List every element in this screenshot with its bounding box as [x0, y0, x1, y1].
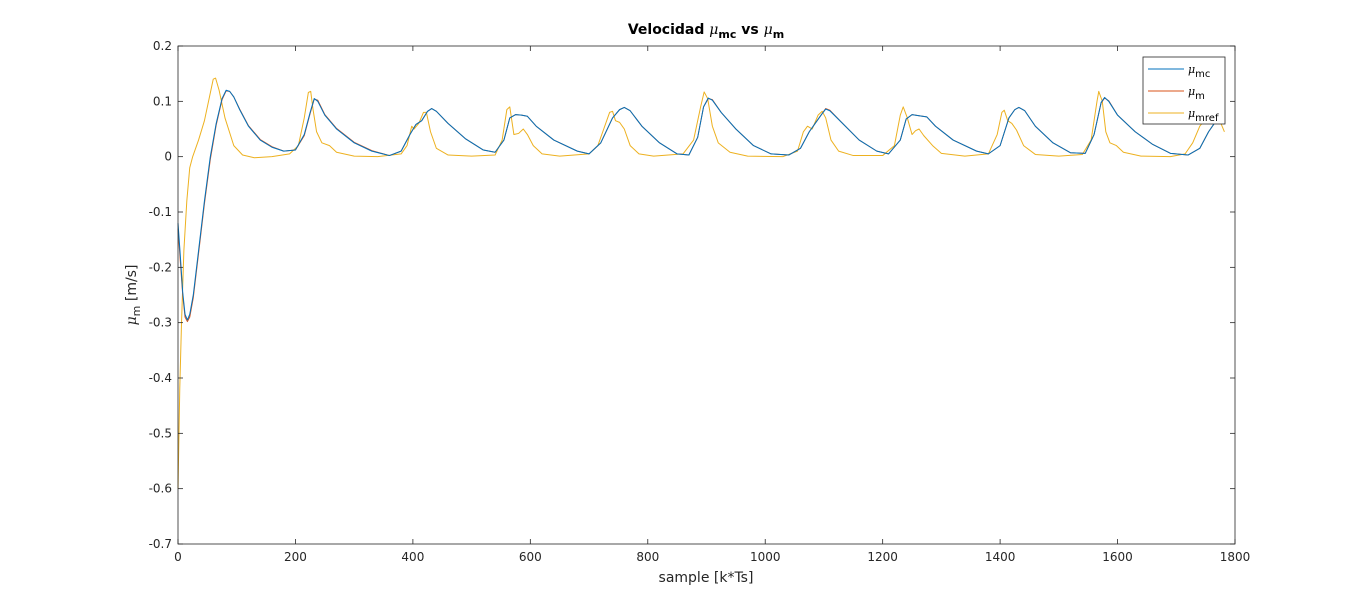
- x-tick-label: 1000: [750, 550, 781, 564]
- series-layer: [177, 77, 1225, 489]
- x-tick-label: 400: [401, 550, 424, 564]
- x-tick-label: 800: [636, 550, 659, 564]
- x-tick-label: 1400: [985, 550, 1016, 564]
- y-tick-label: -0.6: [149, 482, 172, 496]
- y-tick-label: 0: [164, 150, 172, 164]
- legend-label-mc-symbol: μ: [1188, 63, 1195, 76]
- x-tick-label: 0: [174, 550, 182, 564]
- y-tick-label: 0.2: [153, 39, 172, 53]
- plot-area: [178, 46, 1235, 544]
- series-line-mc: [177, 89, 1224, 321]
- y-tick-label: -0.2: [149, 260, 172, 274]
- y-axis-title-unit: [m/s]: [124, 265, 140, 306]
- y-tick-label: -0.5: [149, 426, 172, 440]
- y-tick-label: -0.4: [149, 371, 172, 385]
- x-axis-title: sample [k*Ts]: [659, 570, 754, 586]
- y-tick-label: -0.3: [149, 316, 172, 330]
- legend-label-mref-symbol: μ: [1188, 107, 1195, 120]
- y-axis-title-subscript: m: [130, 306, 143, 317]
- y-tick-label: -0.1: [149, 205, 172, 219]
- chart-title-symbol-1: μ: [709, 22, 718, 38]
- y-axis-title: μm [m/s]: [124, 265, 143, 326]
- x-tick-label: 600: [519, 550, 542, 564]
- x-tick-label: 1200: [867, 550, 898, 564]
- legend-label-m: μm: [1188, 85, 1205, 102]
- legend-label-mref-subscript: mref: [1195, 113, 1219, 124]
- y-tick-label: -0.7: [149, 537, 172, 551]
- chart-title-symbol-2: μ: [764, 22, 773, 38]
- legend: μmc μm μmref: [1142, 56, 1226, 125]
- x-tick-label: 1600: [1102, 550, 1133, 564]
- chart-title-subscript-2: m: [773, 28, 784, 41]
- x-tick-label: 1800: [1220, 550, 1251, 564]
- legend-label-mc-subscript: mc: [1195, 69, 1210, 80]
- chart-title-subscript-1: mc: [718, 28, 736, 41]
- y-tick-label: 0.1: [153, 94, 172, 108]
- series-line-mref: [177, 77, 1225, 489]
- x-tick-label: 200: [284, 550, 307, 564]
- y-axis-title-symbol: μ: [124, 316, 140, 325]
- chart-title-prefix: Velocidad: [628, 22, 709, 38]
- axes-box: [177, 45, 1236, 545]
- legend-label-mref: μmref: [1188, 107, 1219, 124]
- tick-layer: 0 200 400 600 800 1000 1200 1400 1600 1800 0.2 0.1 0…: [149, 39, 1251, 564]
- legend-label-m-symbol: μ: [1188, 85, 1195, 98]
- legend-label-mc: μmc: [1188, 63, 1210, 80]
- legend-label-m-subscript: m: [1195, 91, 1205, 102]
- chart-title: Velocidad μmc vs μm: [628, 22, 784, 41]
- chart-title-middle: vs: [736, 22, 763, 38]
